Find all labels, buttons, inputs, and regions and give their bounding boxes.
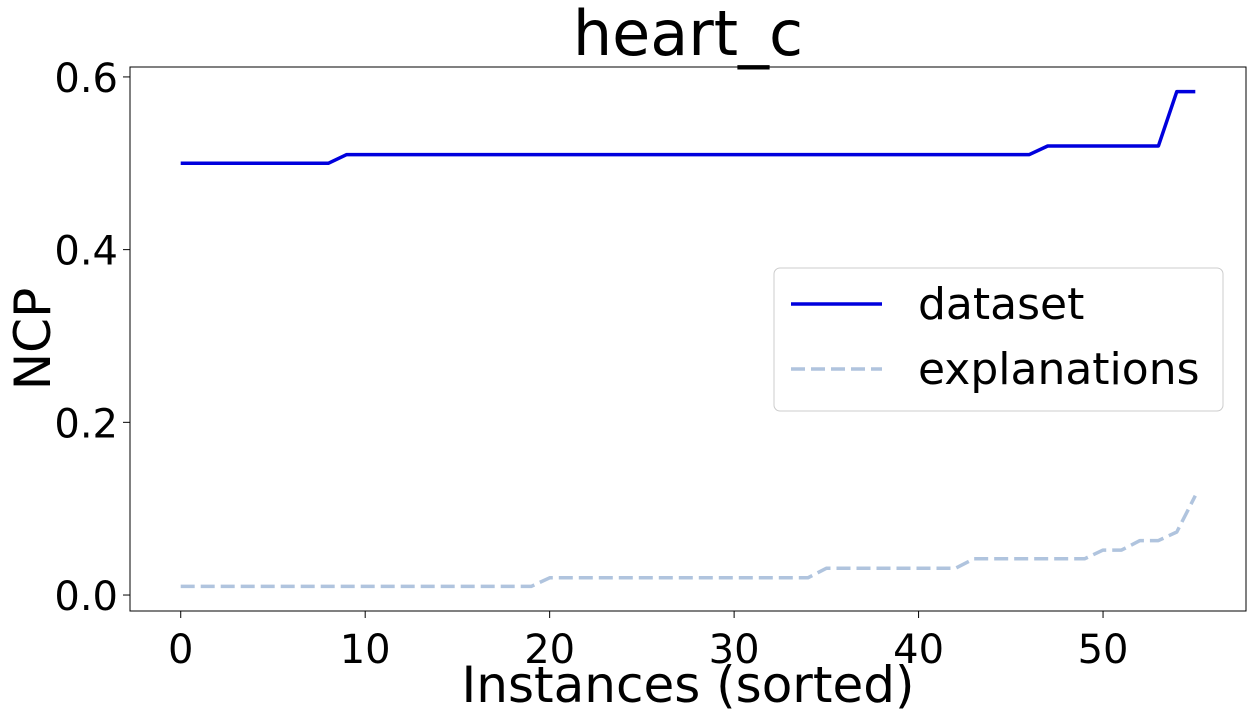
x-tick-label: 10 bbox=[340, 627, 391, 673]
legend-label-dataset: dataset bbox=[918, 279, 1084, 330]
y-tick-label: 0.0 bbox=[54, 574, 118, 620]
x-tick-label: 0 bbox=[168, 627, 193, 673]
x-tick-label: 30 bbox=[709, 627, 760, 673]
x-axis: 0 10 20 30 40 50 bbox=[168, 611, 1128, 673]
series-line-explanations bbox=[180, 494, 1197, 589]
y-tick-label: 0.4 bbox=[54, 229, 118, 275]
x-tick-label: 20 bbox=[524, 627, 575, 673]
chart-title: heart_c bbox=[573, 0, 803, 70]
plot-area bbox=[129, 66, 1247, 612]
y-axis: 0.0 0.2 0.4 0.6 bbox=[54, 56, 130, 620]
legend-box bbox=[773, 267, 1224, 412]
y-tick-label: 0.6 bbox=[54, 56, 118, 102]
y-tick-label: 0.2 bbox=[54, 401, 118, 447]
y-axis-label: NCP bbox=[4, 288, 62, 390]
legend-label-explanations: explanations bbox=[918, 344, 1200, 395]
x-tick-label: 50 bbox=[1078, 627, 1129, 673]
legend: dataset explanations bbox=[773, 267, 1224, 412]
x-tick-label: 40 bbox=[893, 627, 944, 673]
x-axis-label: Instances (sorted) bbox=[462, 656, 915, 714]
series-layer bbox=[180, 89, 1197, 589]
series-line-dataset bbox=[180, 89, 1196, 166]
